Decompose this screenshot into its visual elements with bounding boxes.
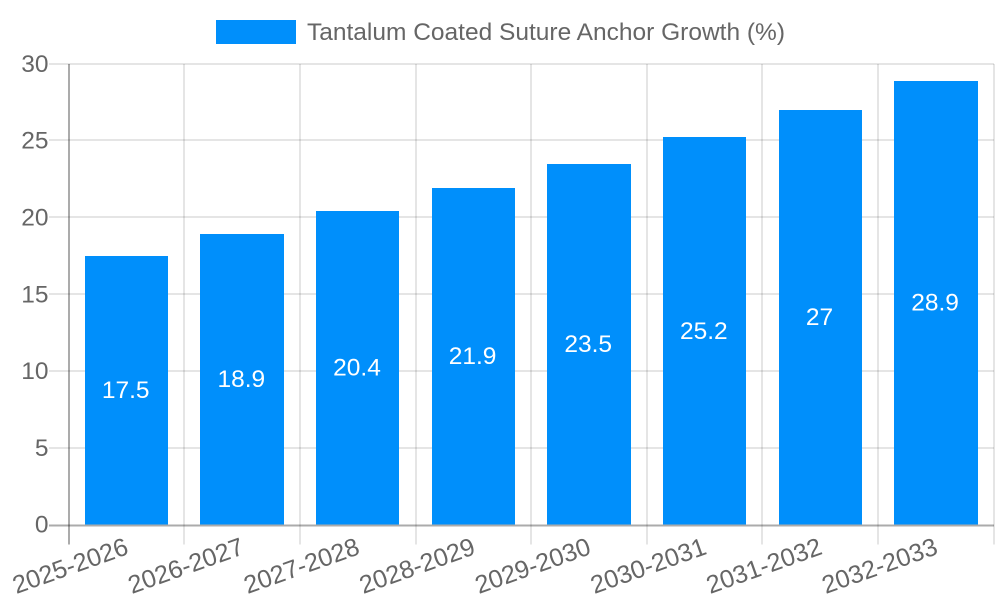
svg-text:25.2: 25.2	[680, 318, 728, 345]
svg-text:28.9: 28.9	[911, 289, 959, 316]
svg-text:15: 15	[21, 281, 48, 308]
svg-text:Tantalum Coated Suture Anchor: Tantalum Coated Suture Anchor Growth (%)	[307, 19, 785, 46]
svg-text:20: 20	[21, 205, 48, 232]
svg-text:5: 5	[35, 435, 49, 462]
svg-text:17.5: 17.5	[102, 377, 150, 404]
svg-text:30: 30	[21, 51, 48, 78]
svg-text:25: 25	[21, 128, 48, 155]
svg-text:18.9: 18.9	[217, 366, 265, 393]
svg-text:20.4: 20.4	[333, 355, 381, 382]
svg-text:23.5: 23.5	[564, 331, 612, 358]
svg-text:10: 10	[21, 358, 48, 385]
svg-text:21.9: 21.9	[449, 343, 497, 370]
svg-text:27: 27	[806, 304, 833, 331]
svg-text:0: 0	[35, 512, 49, 539]
